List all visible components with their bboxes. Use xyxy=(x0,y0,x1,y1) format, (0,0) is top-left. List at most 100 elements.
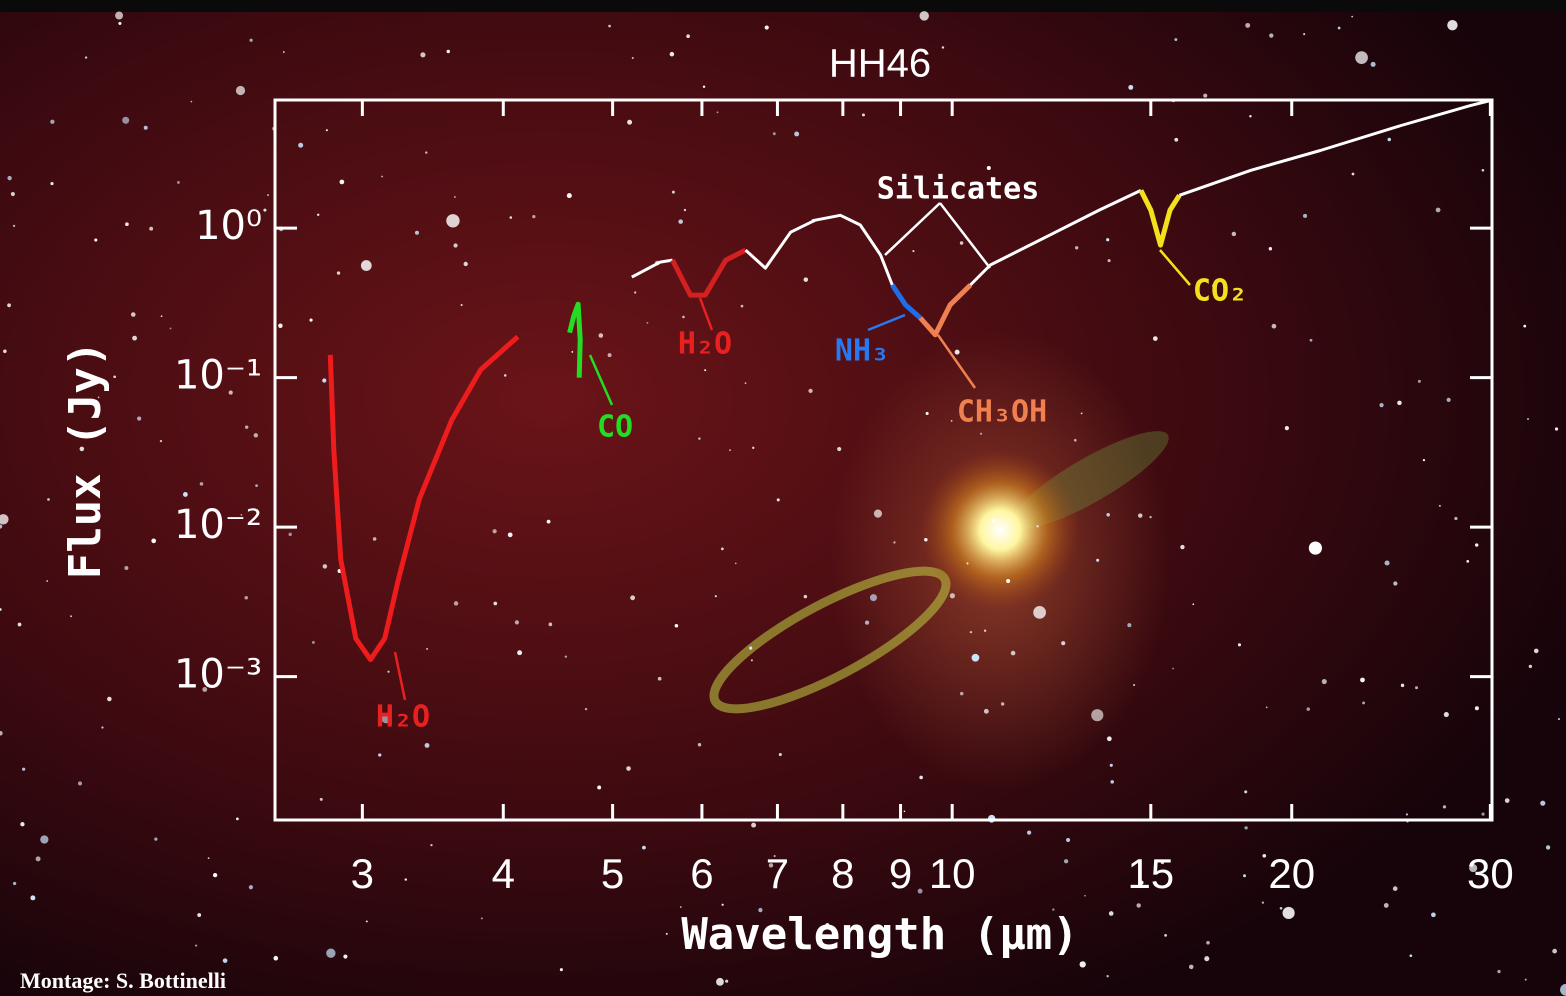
star xyxy=(627,120,632,125)
x-tick-label: 15 xyxy=(1127,850,1174,897)
star xyxy=(924,538,927,541)
star xyxy=(517,650,522,655)
star xyxy=(1262,854,1266,858)
star xyxy=(1527,418,1529,420)
star xyxy=(1362,701,1365,704)
star xyxy=(425,743,430,748)
star xyxy=(197,913,201,917)
star xyxy=(515,620,519,624)
star xyxy=(94,238,97,241)
star xyxy=(387,671,389,673)
star xyxy=(919,776,923,780)
star xyxy=(1001,702,1004,705)
star xyxy=(1133,684,1135,686)
star xyxy=(912,250,914,252)
star xyxy=(585,708,587,710)
annotation: CO xyxy=(597,410,633,445)
star xyxy=(415,231,419,235)
star xyxy=(337,271,340,274)
star xyxy=(1397,401,1401,405)
star xyxy=(1371,62,1376,67)
star xyxy=(1482,169,1485,172)
star xyxy=(942,46,944,48)
star xyxy=(213,873,217,877)
star xyxy=(40,835,48,843)
star xyxy=(1206,941,1210,945)
star xyxy=(1525,979,1527,981)
star xyxy=(298,143,303,148)
star xyxy=(1269,247,1272,250)
star xyxy=(1558,718,1560,720)
star xyxy=(1497,970,1500,973)
star xyxy=(1466,560,1469,563)
x-tick-label: 8 xyxy=(831,850,854,897)
x-tick-label: 3 xyxy=(351,850,374,897)
star xyxy=(725,980,728,983)
star xyxy=(1106,238,1109,241)
star xyxy=(626,766,631,771)
star xyxy=(249,885,253,889)
star xyxy=(1081,413,1083,415)
x-tick-label: 9 xyxy=(889,850,912,897)
star xyxy=(1303,214,1307,218)
star xyxy=(263,209,266,212)
star xyxy=(1415,686,1418,689)
star xyxy=(22,768,25,771)
star xyxy=(312,641,315,644)
star xyxy=(1075,246,1078,249)
x-tick-label: 30 xyxy=(1467,850,1514,897)
star xyxy=(107,697,112,702)
star xyxy=(454,196,456,198)
star xyxy=(808,389,812,393)
star xyxy=(493,602,497,606)
star xyxy=(326,949,335,958)
star xyxy=(1379,403,1383,407)
star xyxy=(208,857,210,859)
star xyxy=(1153,336,1158,341)
star xyxy=(532,215,535,218)
star xyxy=(721,548,724,551)
star xyxy=(3,350,7,354)
star xyxy=(1232,232,1236,236)
background xyxy=(0,0,1566,996)
star xyxy=(1439,505,1441,507)
star xyxy=(361,260,372,271)
star xyxy=(1180,545,1184,549)
star xyxy=(951,420,953,422)
star xyxy=(1149,516,1151,518)
star xyxy=(1110,764,1113,767)
y-tick-label: 10⁻¹ xyxy=(174,353,262,399)
annotation: Silicates xyxy=(877,172,1040,207)
star xyxy=(131,312,136,317)
star xyxy=(36,856,41,861)
star xyxy=(1285,426,1289,430)
star xyxy=(874,510,882,518)
star xyxy=(267,194,269,196)
star xyxy=(960,692,963,695)
star xyxy=(571,351,573,353)
star xyxy=(1244,826,1247,829)
star xyxy=(1523,325,1526,328)
star xyxy=(1272,324,1277,329)
star xyxy=(1443,805,1446,808)
star xyxy=(137,417,141,421)
star xyxy=(1174,138,1178,142)
star xyxy=(630,595,635,600)
star xyxy=(405,878,407,880)
star xyxy=(1138,513,1143,518)
annotation: NH₃ xyxy=(835,334,889,369)
star xyxy=(722,904,724,906)
star xyxy=(177,181,180,184)
star xyxy=(984,630,986,632)
star xyxy=(1127,623,1131,627)
star xyxy=(1080,961,1086,967)
star xyxy=(113,375,116,378)
star xyxy=(751,823,756,828)
star xyxy=(20,822,24,826)
star xyxy=(1245,23,1250,28)
star xyxy=(865,620,869,624)
star xyxy=(1360,678,1365,683)
star xyxy=(85,56,87,58)
star xyxy=(608,25,611,28)
star xyxy=(426,648,428,650)
